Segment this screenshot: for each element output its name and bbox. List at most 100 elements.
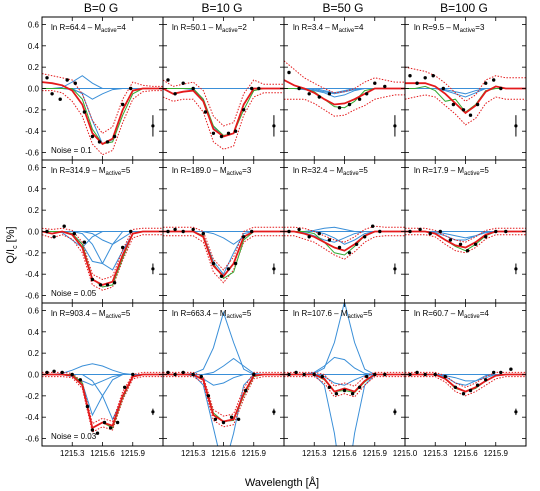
data-point bbox=[320, 374, 324, 379]
data-point bbox=[45, 76, 49, 80]
data-point bbox=[45, 229, 49, 234]
panel-annotation: ln R=17.9 – Mactive=5 bbox=[414, 166, 489, 177]
panel-grid: 0.60.40.20.0-0.2-0.4-0.6ln R=64.4 – Mact… bbox=[25, 16, 527, 458]
noise-label: Noise = 0.05 bbox=[51, 289, 97, 298]
data-point bbox=[131, 372, 135, 377]
band-upper bbox=[163, 371, 284, 417]
y-tick-label: 0.6 bbox=[28, 306, 40, 315]
error-bar-center bbox=[151, 267, 155, 271]
y-tick-label: -0.4 bbox=[25, 413, 39, 422]
data-point bbox=[415, 370, 419, 375]
annotation-prefix: ln R=60.7 – M bbox=[414, 309, 464, 318]
panel-r2-c3: 1215.0 1215.3 1215.6 1215.9 ln R=60.7 – Mact… bbox=[393, 302, 527, 458]
alt-fit-curve bbox=[163, 374, 284, 423]
band-upper bbox=[163, 226, 284, 271]
x-tick-label: 1215.9 bbox=[242, 449, 267, 458]
y-tick-label: 0.6 bbox=[28, 163, 40, 172]
data-point bbox=[166, 78, 170, 82]
data-point bbox=[58, 97, 62, 101]
plot-area bbox=[284, 60, 405, 137]
x-tick-label: 1215.9 bbox=[484, 449, 509, 458]
y-tick-label: 0.2 bbox=[28, 349, 40, 358]
band-lower bbox=[284, 235, 405, 260]
annotation-prefix: ln R=9.5 – M bbox=[414, 23, 460, 32]
data-point bbox=[327, 92, 332, 96]
data-point bbox=[242, 108, 246, 112]
y-tick-label: -0.4 bbox=[25, 127, 39, 136]
plot-area bbox=[163, 78, 284, 150]
data-point bbox=[441, 86, 445, 91]
data-point bbox=[428, 231, 432, 236]
annotation-suffix: =2 bbox=[238, 23, 248, 32]
plot-area bbox=[284, 303, 405, 446]
data-point bbox=[423, 372, 427, 377]
data-point bbox=[357, 97, 362, 101]
y-tick-label: -0.2 bbox=[25, 249, 39, 258]
data-point bbox=[226, 131, 231, 135]
data-point bbox=[242, 235, 246, 239]
data-point bbox=[312, 372, 316, 377]
data-point bbox=[473, 242, 478, 246]
x-tick-label: 1215.6 bbox=[332, 449, 357, 458]
plot-area bbox=[284, 224, 405, 275]
band-upper bbox=[42, 73, 163, 134]
data-point bbox=[121, 245, 125, 250]
component-curve-0 bbox=[163, 88, 284, 138]
data-point bbox=[373, 372, 377, 377]
band-lower bbox=[42, 234, 163, 291]
band-upper bbox=[405, 66, 526, 102]
data-point bbox=[287, 229, 291, 234]
plot-area bbox=[42, 224, 163, 291]
panel-r2-c0: 0.6 0.4 0.2 0.0 -0.2 -0.4 -0.6 1215.3 1215.6 1215… bbox=[25, 302, 164, 458]
best-fit-curve bbox=[42, 230, 163, 286]
annotation-suffix: =4 bbox=[117, 23, 127, 32]
x-tick-label: 1215.0 bbox=[393, 449, 418, 458]
annotation-subscript: active bbox=[105, 314, 121, 320]
error-bar-center bbox=[272, 267, 276, 271]
column-title-b50: B=50 G bbox=[322, 1, 363, 15]
data-point bbox=[499, 370, 503, 375]
data-point bbox=[98, 283, 103, 287]
error-bar-center bbox=[514, 124, 518, 128]
data-point bbox=[78, 378, 83, 382]
best-fit-curve bbox=[163, 373, 284, 423]
annotation-prefix: ln R=314.9 – M bbox=[51, 166, 106, 175]
noise-label: Noise = 0.03 bbox=[51, 432, 97, 441]
annotation-prefix: ln R=903.4 – M bbox=[51, 309, 106, 318]
component-curve-0 bbox=[284, 88, 405, 98]
data-point bbox=[52, 235, 56, 239]
panel-annotation: ln R=903.4 – Mactive=5 bbox=[51, 309, 131, 320]
y-tick-label: -0.2 bbox=[25, 392, 39, 401]
data-point bbox=[252, 372, 256, 377]
annotation-subscript: active bbox=[222, 28, 238, 34]
data-point bbox=[102, 420, 107, 425]
y-tick-label: -0.4 bbox=[25, 270, 39, 279]
component-curve-3 bbox=[42, 231, 163, 245]
data-point bbox=[418, 227, 422, 232]
data-point bbox=[181, 81, 185, 85]
data-point bbox=[82, 240, 87, 244]
data-point bbox=[307, 92, 311, 96]
data-point bbox=[166, 370, 170, 375]
plot-area bbox=[405, 367, 526, 416]
data-point bbox=[105, 283, 110, 287]
best-fit-curve bbox=[163, 87, 284, 138]
data-point bbox=[297, 86, 301, 91]
data-point bbox=[504, 229, 508, 234]
component-curve-1 bbox=[42, 88, 163, 145]
data-point bbox=[129, 86, 133, 91]
component-curve-1 bbox=[42, 231, 163, 271]
annotation-subscript: active bbox=[105, 171, 121, 177]
data-point bbox=[327, 238, 332, 242]
data-point bbox=[337, 245, 342, 250]
y-tick-label: 0.2 bbox=[28, 63, 40, 72]
best-fit-curve bbox=[42, 81, 163, 146]
annotation-suffix: =3 bbox=[242, 166, 252, 175]
panel-r1-c0: 0.6 0.4 0.2 0.0 -0.2 -0.4 -0.6 ln R=314.9 – Mac… bbox=[25, 159, 164, 304]
data-point bbox=[365, 92, 369, 96]
error-bar-center bbox=[514, 410, 518, 414]
x-tick-label: 1215.6 bbox=[453, 449, 478, 458]
data-point bbox=[219, 274, 224, 278]
data-point bbox=[173, 227, 177, 232]
data-point bbox=[62, 224, 66, 228]
